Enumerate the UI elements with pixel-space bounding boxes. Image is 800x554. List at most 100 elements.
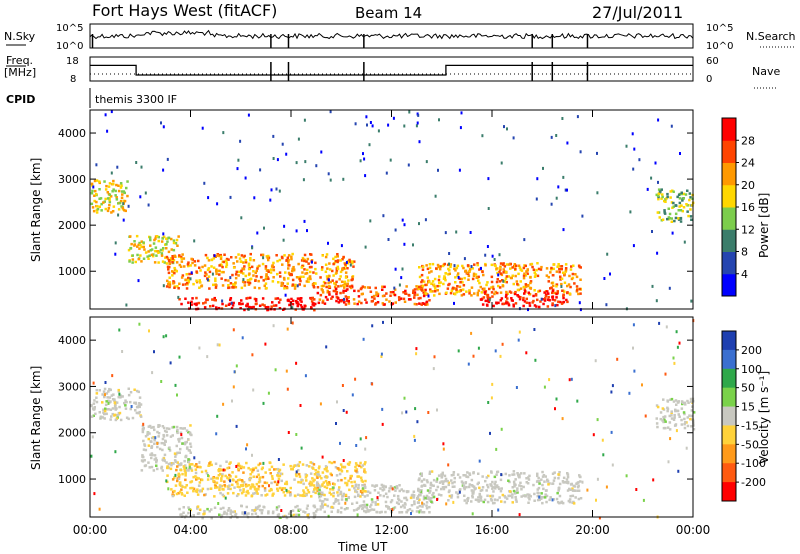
data-cell bbox=[305, 474, 309, 477]
data-cell bbox=[233, 486, 236, 489]
data-cell bbox=[432, 283, 436, 286]
data-cell bbox=[402, 291, 405, 294]
data-cell bbox=[218, 488, 221, 492]
data-cell bbox=[118, 405, 121, 409]
data-cell bbox=[243, 254, 246, 258]
data-cell bbox=[349, 263, 352, 267]
data-cell bbox=[105, 184, 108, 188]
data-cell bbox=[355, 444, 358, 447]
y-tick-label: 3000 bbox=[58, 380, 86, 393]
data-cell bbox=[300, 478, 303, 482]
data-cell bbox=[511, 493, 514, 496]
data-cell bbox=[123, 401, 126, 405]
data-cell bbox=[263, 304, 266, 307]
data-cell bbox=[291, 283, 295, 286]
data-cell bbox=[181, 274, 185, 277]
data-cell bbox=[516, 283, 519, 286]
data-cell bbox=[689, 196, 692, 199]
data-cell bbox=[163, 261, 166, 264]
data-cell bbox=[682, 192, 685, 196]
data-cell bbox=[448, 282, 451, 286]
data-cell bbox=[349, 286, 353, 290]
data-cell bbox=[544, 489, 548, 492]
data-cell bbox=[667, 207, 670, 210]
data-cell bbox=[283, 285, 286, 288]
data-cell bbox=[682, 197, 685, 200]
data-cell bbox=[118, 201, 122, 205]
data-cell bbox=[201, 265, 204, 269]
data-cell bbox=[632, 346, 634, 350]
data-cell bbox=[435, 488, 438, 492]
colorbar-swatch bbox=[722, 331, 736, 351]
data-cell bbox=[127, 417, 130, 421]
data-cell bbox=[325, 253, 329, 256]
data-cell bbox=[491, 486, 495, 489]
data-cell bbox=[116, 414, 119, 417]
data-cell bbox=[226, 509, 230, 512]
data-cell bbox=[670, 410, 673, 413]
data-cell bbox=[302, 178, 305, 182]
data-cell bbox=[393, 506, 397, 509]
data-cell bbox=[340, 280, 344, 283]
data-cell bbox=[183, 427, 186, 430]
data-cell bbox=[550, 281, 554, 285]
data-cell bbox=[432, 484, 435, 487]
data-cell bbox=[300, 266, 304, 269]
data-cell bbox=[297, 276, 300, 279]
data-cell bbox=[157, 251, 160, 254]
data-cell bbox=[466, 271, 469, 275]
data-cell bbox=[278, 271, 282, 274]
data-cell bbox=[491, 254, 494, 258]
data-cell bbox=[180, 488, 183, 491]
data-cell bbox=[171, 270, 174, 273]
data-cell bbox=[138, 402, 141, 405]
data-cell bbox=[266, 308, 269, 312]
data-cell bbox=[407, 490, 410, 493]
data-cell bbox=[195, 280, 199, 284]
data-cell bbox=[298, 283, 301, 286]
data-cell bbox=[212, 283, 215, 287]
data-cell bbox=[529, 280, 533, 283]
data-cell bbox=[523, 264, 526, 267]
data-cell bbox=[424, 288, 427, 292]
data-cell bbox=[302, 258, 305, 261]
data-cell bbox=[664, 372, 667, 376]
data-cell bbox=[344, 501, 347, 505]
data-cell bbox=[235, 480, 238, 484]
data-cell bbox=[265, 481, 269, 485]
nave-tick-top: 60 bbox=[706, 56, 719, 67]
data-cell bbox=[460, 480, 464, 483]
data-cell bbox=[658, 216, 661, 219]
data-cell bbox=[566, 473, 570, 476]
data-cell bbox=[146, 433, 149, 437]
data-cell bbox=[428, 472, 431, 475]
data-cell bbox=[206, 478, 210, 481]
data-cell bbox=[341, 465, 344, 469]
data-cell bbox=[103, 409, 107, 413]
data-cell bbox=[375, 291, 378, 294]
data-cell bbox=[190, 303, 193, 306]
data-cell bbox=[625, 474, 628, 478]
data-cell bbox=[514, 267, 517, 271]
data-cell bbox=[631, 132, 634, 136]
data-cell bbox=[339, 441, 341, 445]
data-cell bbox=[564, 267, 568, 270]
data-cell bbox=[246, 443, 249, 447]
data-cell bbox=[138, 396, 142, 399]
data-cell bbox=[199, 269, 202, 272]
data-cell bbox=[444, 278, 447, 282]
data-cell bbox=[173, 489, 176, 493]
data-cell bbox=[326, 298, 329, 301]
data-cell bbox=[150, 436, 154, 440]
data-cell bbox=[281, 142, 284, 146]
data-cell bbox=[545, 274, 549, 277]
data-cell bbox=[351, 262, 354, 265]
data-cell bbox=[216, 254, 220, 257]
data-cell bbox=[208, 462, 211, 465]
data-cell bbox=[459, 281, 462, 284]
data-cell bbox=[415, 285, 418, 288]
data-cell bbox=[197, 259, 200, 263]
data-cell bbox=[140, 245, 143, 249]
data-cell bbox=[106, 408, 109, 411]
